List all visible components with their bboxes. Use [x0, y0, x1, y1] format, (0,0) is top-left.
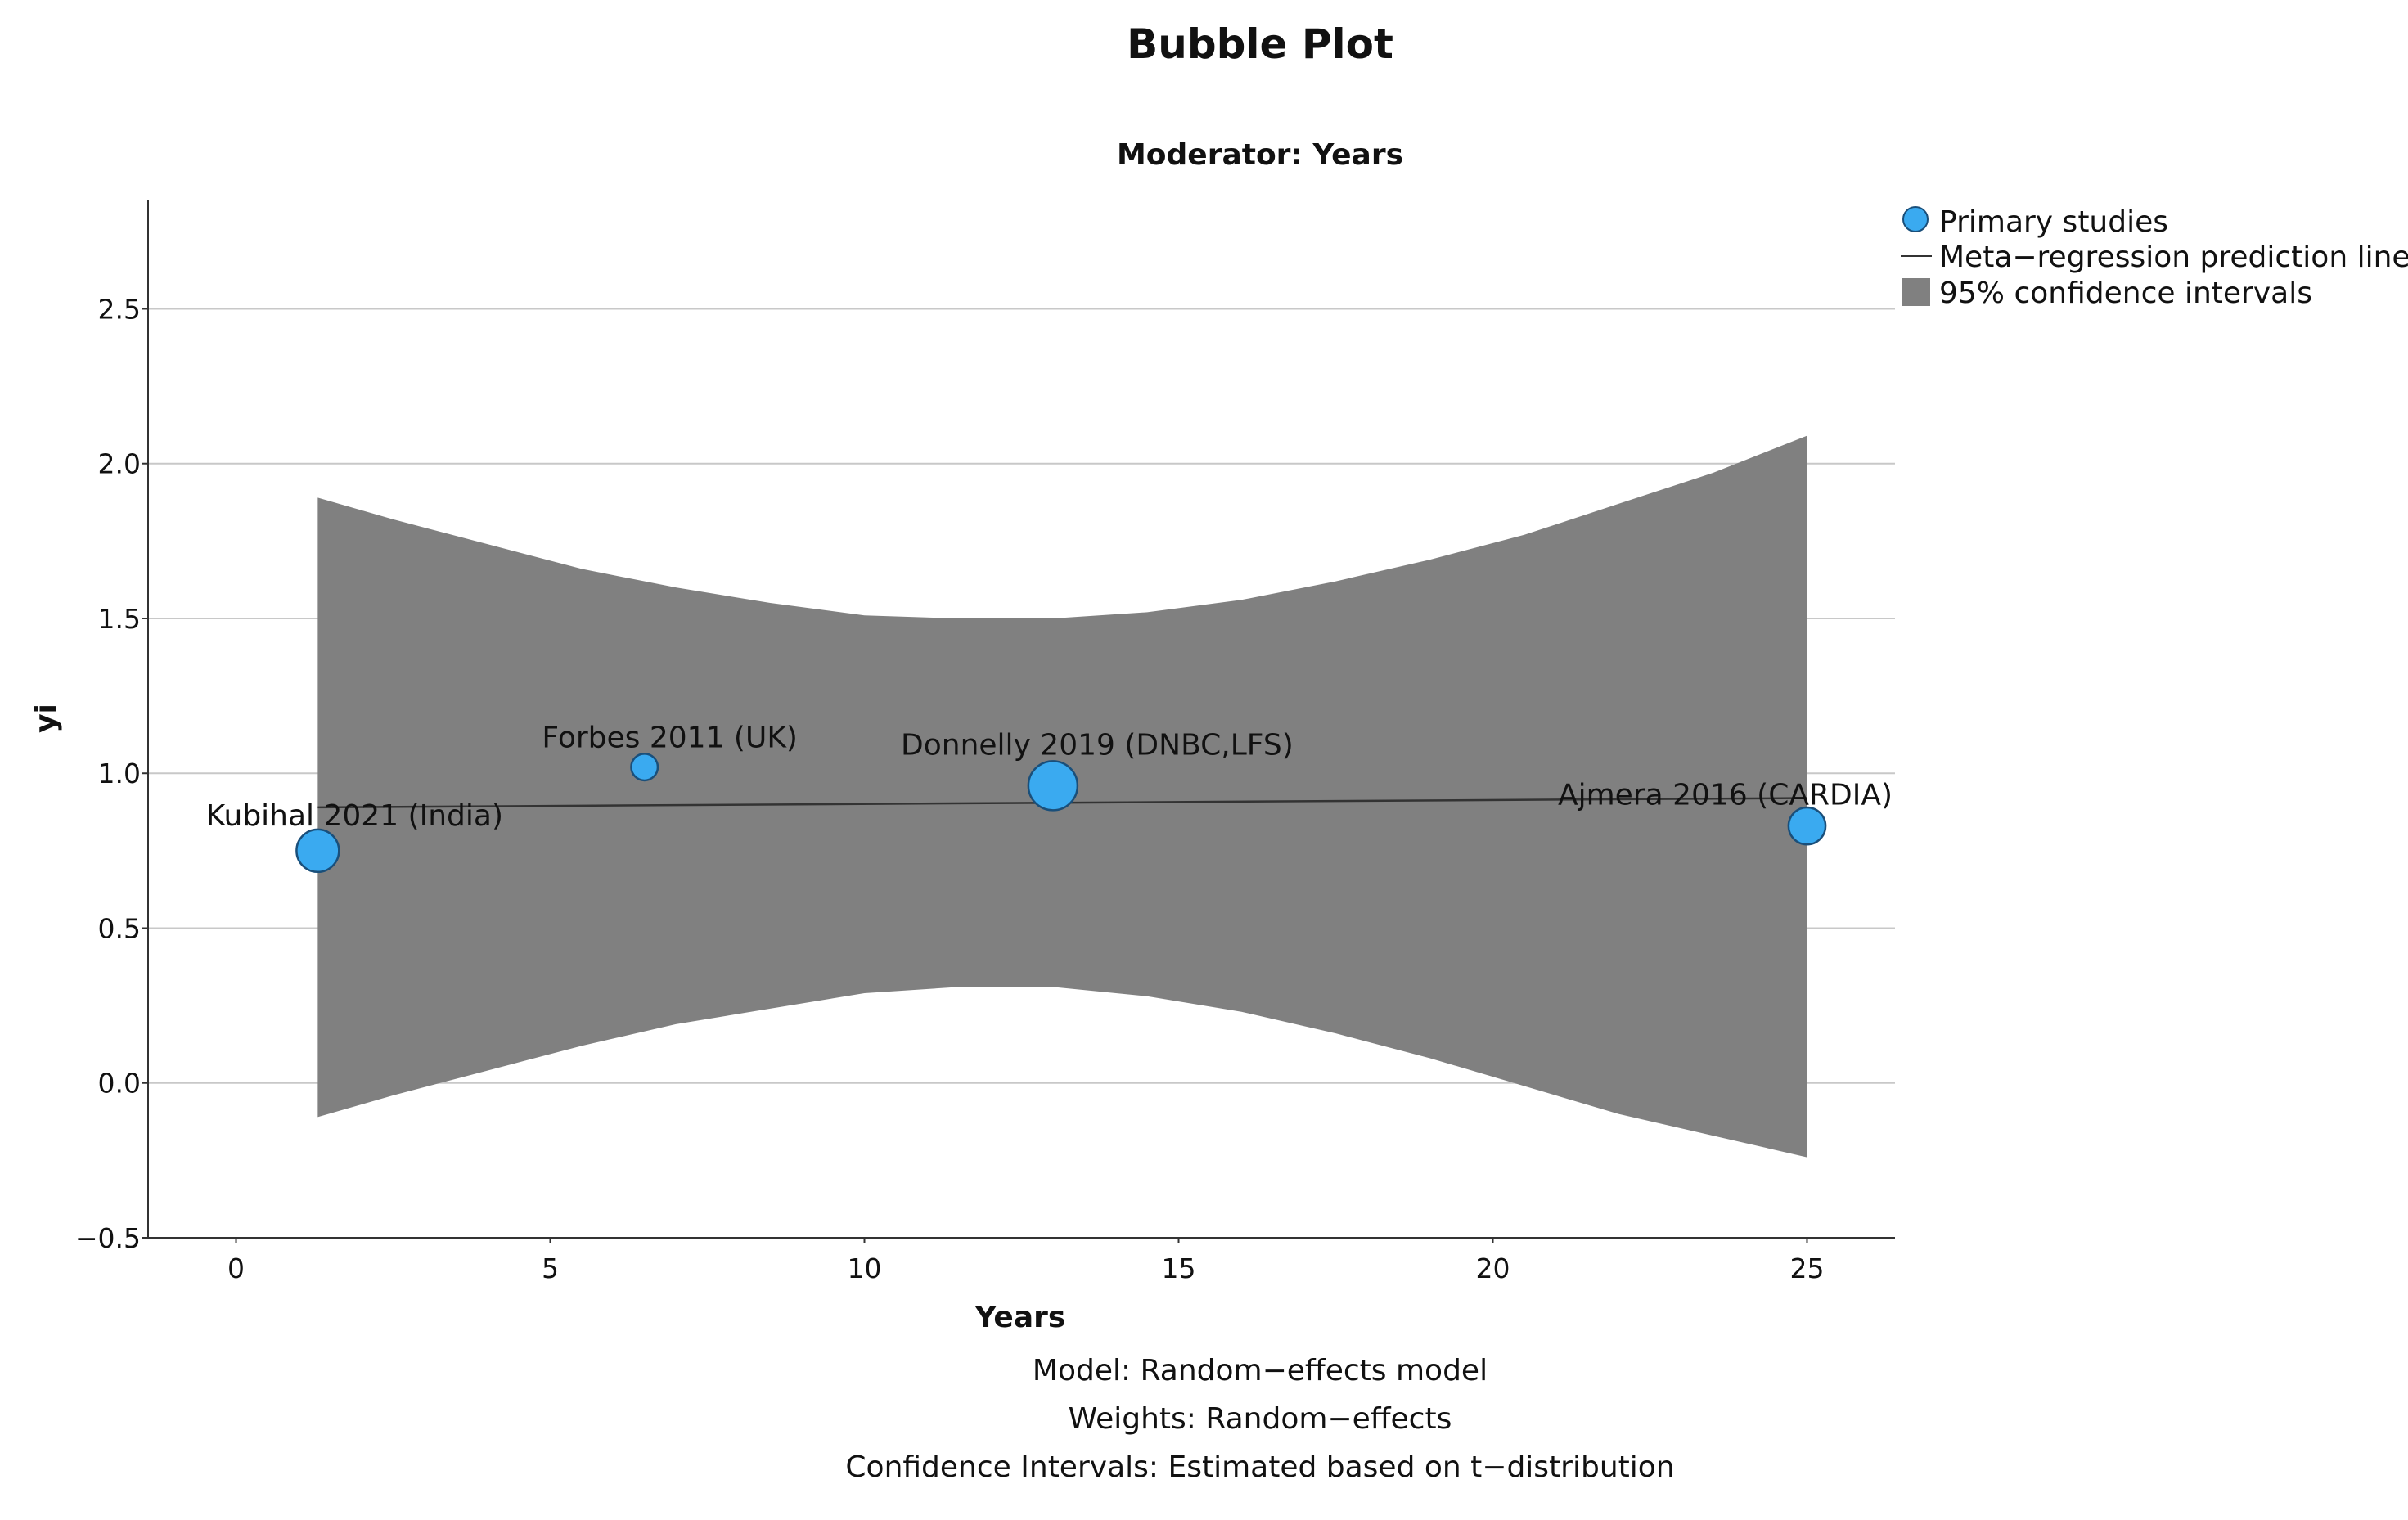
x-tick-label-1: 5 [542, 1252, 559, 1284]
bubbles-layer [295, 753, 1827, 874]
bubble-3 [1787, 806, 1827, 846]
y-tick-label-5: 2.0 [98, 448, 141, 480]
bubble-1 [630, 753, 659, 782]
footnote-weights: Weights: Random−effects [1069, 1402, 1452, 1436]
study-label-0: Kubihal 2021 (India) [206, 799, 503, 833]
y-tick-label-1: 0.0 [98, 1068, 141, 1100]
x-tick-label-4: 20 [1475, 1252, 1510, 1284]
study-label-3: Ajmera 2016 (CARDIA) [1558, 779, 1893, 812]
legend-prediction-line-label: Meta−regression prediction line [1939, 241, 2408, 274]
legend-confidence-band-label: 95% confidence intervals [1939, 277, 2312, 310]
tick-labels: −0.5 0.0 0.5 1.0 1.5 2.0 2.5 0 5 10 15 20 25 [75, 293, 1825, 1284]
footnote-confidence-intervals: Confidence Intervals: Estimated based on… [845, 1450, 1674, 1484]
x-tick-label-2: 10 [848, 1252, 882, 1284]
chart-title: Bubble Plot [1127, 20, 1393, 68]
legend-primary-studies-marker [1902, 206, 1929, 232]
x-tick-label-0: 0 [227, 1252, 245, 1284]
x-tick-label-3: 15 [1161, 1252, 1195, 1284]
x-tick-label-5: 25 [1789, 1252, 1824, 1284]
x-axis-title: Years [974, 1301, 1066, 1334]
study-label-2: Donnelly 2019 (DNBC,LFS) [901, 728, 1294, 762]
y-tick-label-3: 1.0 [98, 758, 141, 789]
bubble-2 [1027, 760, 1079, 812]
y-axis-title: yi [29, 704, 63, 733]
chart-subtitle: Moderator: Years [1117, 138, 1403, 172]
legend: Primary studies Meta−regression predicti… [1901, 205, 2408, 310]
legend-confidence-band-marker [1902, 278, 1930, 306]
y-tick-label-6: 2.5 [98, 293, 141, 325]
bubble-0 [295, 828, 340, 874]
legend-primary-studies-label: Primary studies [1939, 205, 2168, 239]
y-tick-label-0: −0.5 [75, 1222, 141, 1254]
study-labels-layer: Kubihal 2021 (India) Forbes 2011 (UK) Donn… [206, 722, 1893, 833]
axes [142, 200, 1895, 1243]
y-tick-label-2: 0.5 [98, 912, 141, 944]
footnote-model: Model: Random−effects model [1033, 1354, 1488, 1387]
y-tick-label-4: 1.5 [98, 603, 141, 635]
study-label-1: Forbes 2011 (UK) [542, 722, 798, 755]
